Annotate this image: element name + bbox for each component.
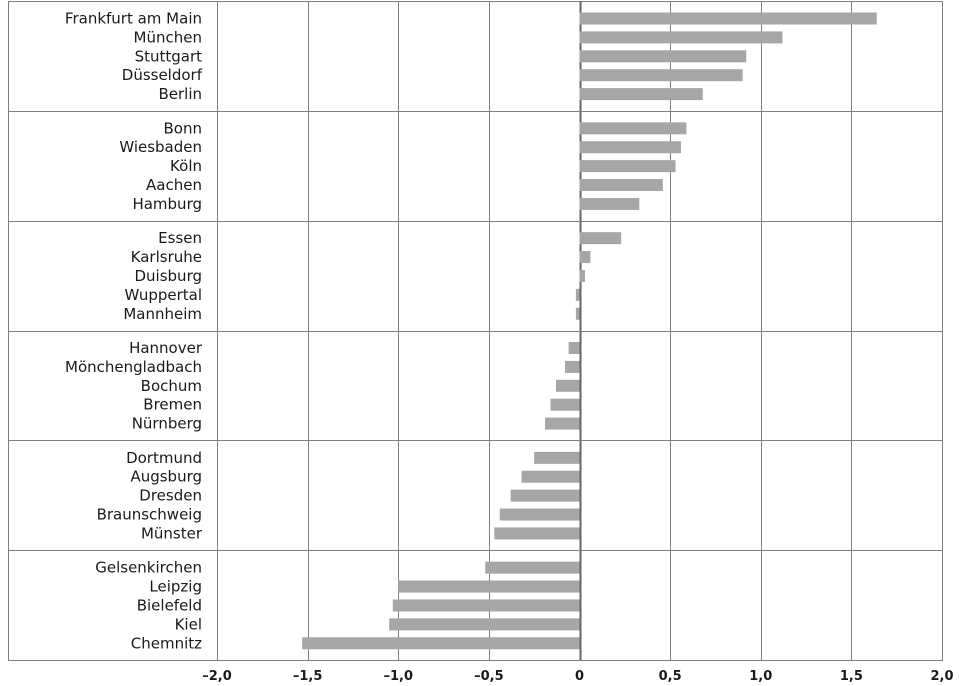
category-label: Karlsruhe (131, 248, 202, 266)
category-label: München (134, 28, 202, 46)
category-label: Hamburg (132, 195, 202, 213)
category-label: Gelsenkirchen (95, 559, 202, 577)
bar (575, 288, 580, 301)
category-label: Mannheim (123, 305, 202, 323)
bar (550, 398, 580, 411)
bar (499, 508, 580, 521)
category-label: Wiesbaden (119, 138, 202, 156)
grid (8, 1, 943, 661)
x-tick-label: 1,5 (840, 669, 863, 684)
bar (534, 451, 580, 464)
category-label: Augsburg (130, 468, 202, 486)
category-label: Hannover (129, 339, 203, 357)
bar (494, 527, 580, 540)
category-label: Dresden (139, 487, 202, 505)
category-label: Essen (158, 229, 202, 247)
category-label: Köln (170, 157, 202, 175)
category-label: Frankfurt am Main (65, 10, 202, 28)
category-labels: Frankfurt am MainMünchenStuttgartDüsseld… (65, 10, 203, 653)
category-label: Bielefeld (137, 596, 202, 614)
category-label: Aachen (146, 176, 202, 194)
x-tick-label: –1,0 (383, 669, 413, 684)
category-label: Bonn (164, 119, 202, 137)
category-label: Kiel (175, 615, 202, 633)
bar (555, 379, 580, 392)
bar (302, 637, 580, 650)
bar (392, 599, 580, 612)
bar (565, 360, 580, 373)
category-label: Bremen (143, 396, 202, 414)
bar (579, 12, 877, 25)
category-label: Bochum (141, 377, 202, 395)
bar (398, 580, 580, 593)
x-tick-label: 0 (575, 669, 584, 684)
bar (485, 561, 580, 574)
category-label: Chemnitz (131, 634, 202, 652)
category-label: Duisburg (135, 267, 203, 285)
category-label: Braunschweig (97, 506, 202, 524)
category-label: Leipzig (149, 578, 202, 596)
category-label: Mönchengladbach (65, 358, 202, 376)
category-label: Münster (141, 524, 203, 542)
bar (579, 31, 783, 44)
category-label: Stuttgart (135, 47, 203, 65)
x-tick-label: 0,5 (659, 669, 682, 684)
category-label: Berlin (158, 85, 202, 103)
x-tick-label: –0,5 (474, 669, 504, 684)
bar (579, 69, 743, 82)
bar (521, 470, 580, 483)
bar (579, 197, 640, 210)
x-tick-label: –1,5 (293, 669, 323, 684)
bar (579, 251, 591, 264)
bars (302, 12, 877, 650)
x-tick-label: –2,0 (202, 669, 232, 684)
category-label: Düsseldorf (122, 66, 203, 84)
bar (510, 489, 580, 502)
x-tick-label: 2,0 (930, 669, 953, 684)
bar (545, 417, 580, 430)
bar (389, 618, 580, 631)
bar (568, 342, 580, 354)
bar (575, 307, 580, 320)
bar (579, 50, 747, 63)
bar (579, 179, 663, 192)
category-label: Wuppertal (125, 286, 202, 304)
bar (579, 88, 703, 101)
bar (579, 122, 687, 135)
category-label: Dortmund (126, 449, 202, 467)
x-tick-labels: –2,0 –1,5 –1,0 –0,5 0 0,5 1,0 1,5 2,0 (202, 669, 953, 684)
bar (579, 141, 681, 154)
category-label: Nürnberg (132, 415, 202, 433)
bar (579, 232, 622, 245)
bar (579, 269, 585, 282)
x-tick-label: 1,0 (749, 669, 772, 684)
bar (579, 160, 676, 173)
